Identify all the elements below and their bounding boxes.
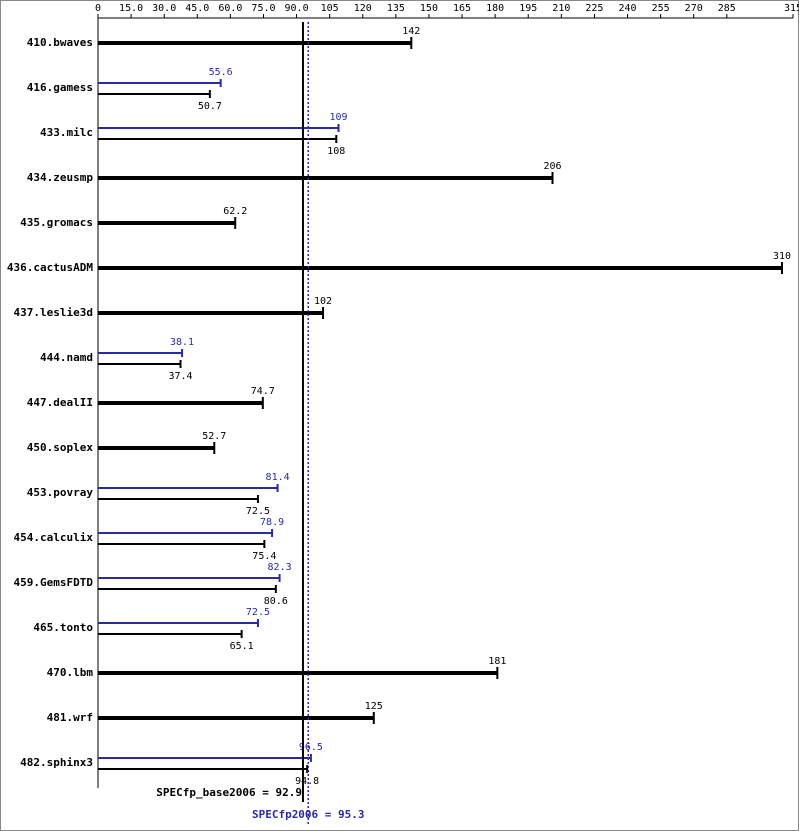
category-label: 434.zeusmp xyxy=(27,171,94,184)
value-label: 125 xyxy=(365,701,383,712)
category-label: 470.lbm xyxy=(47,666,94,679)
category-label: 482.sphinx3 xyxy=(20,756,93,769)
category-label: 410.bwaves xyxy=(27,36,93,49)
x-tick-label: 180 xyxy=(486,3,504,14)
x-tick-label: 135 xyxy=(387,3,405,14)
bar xyxy=(98,768,308,770)
category-label: 437.leslie3d xyxy=(14,306,93,319)
value-label: 82.3 xyxy=(268,562,292,573)
x-tick-label: 105 xyxy=(321,3,339,14)
value-label: 109 xyxy=(329,112,347,123)
bar xyxy=(98,577,280,579)
category-label: 435.gromacs xyxy=(20,216,93,229)
category-label: 453.povray xyxy=(27,486,94,499)
bar xyxy=(98,138,337,140)
category-label: 444.namd xyxy=(40,351,93,364)
bar xyxy=(98,633,242,635)
reference-label: SPECfp_base2006 = 92.9 xyxy=(156,786,302,799)
bar xyxy=(98,176,553,180)
category-label: 465.tonto xyxy=(33,621,93,634)
value-label: 75.4 xyxy=(252,551,276,562)
bar xyxy=(98,363,181,365)
value-label: 65.1 xyxy=(230,641,254,652)
x-tick-label: 15.0 xyxy=(119,3,143,14)
category-label: 436.cactusADM xyxy=(7,261,93,274)
x-tick-label: 255 xyxy=(652,3,670,14)
value-label: 81.4 xyxy=(266,472,290,483)
bar xyxy=(98,671,498,675)
x-tick-label: 150 xyxy=(420,3,438,14)
bar xyxy=(98,532,273,534)
value-label: 80.6 xyxy=(264,596,288,607)
bar xyxy=(98,716,374,720)
category-label: 433.milc xyxy=(40,126,93,139)
x-tick-label: 30.0 xyxy=(152,3,176,14)
value-label: 102 xyxy=(314,296,332,307)
bar xyxy=(98,352,183,354)
x-tick-label: 225 xyxy=(585,3,603,14)
bar xyxy=(98,498,258,500)
value-label: 78.9 xyxy=(260,517,284,528)
bar xyxy=(98,41,412,45)
x-tick-label: 120 xyxy=(354,3,372,14)
x-tick-label: 90.0 xyxy=(285,3,309,14)
value-label: 62.2 xyxy=(223,206,247,217)
x-tick-label: 210 xyxy=(552,3,570,14)
x-tick-label: 75.0 xyxy=(251,3,275,14)
bar xyxy=(98,446,215,450)
x-tick-label: 165 xyxy=(453,3,471,14)
value-label: 206 xyxy=(543,161,561,172)
x-tick-label: 195 xyxy=(519,3,537,14)
value-label: 72.5 xyxy=(246,607,270,618)
bar xyxy=(98,757,311,759)
bar xyxy=(98,487,278,489)
value-label: 72.5 xyxy=(246,506,270,517)
value-label: 94.8 xyxy=(295,776,319,787)
value-label: 310 xyxy=(773,251,791,262)
value-label: 50.7 xyxy=(198,101,222,112)
value-label: 181 xyxy=(488,656,506,667)
x-tick-label: 285 xyxy=(718,3,736,14)
x-tick-label: 315 xyxy=(784,3,799,14)
category-label: 416.gamess xyxy=(27,81,93,94)
bar xyxy=(98,266,782,270)
x-tick-label: 60.0 xyxy=(218,3,242,14)
bar xyxy=(98,622,258,624)
category-label: 450.soplex xyxy=(27,441,94,454)
bar xyxy=(98,311,324,315)
bar xyxy=(98,82,221,84)
x-tick-label: 240 xyxy=(618,3,636,14)
category-label: 447.dealII xyxy=(27,396,93,409)
value-label: 37.4 xyxy=(168,371,192,382)
category-label: 459.GemsFDTD xyxy=(14,576,94,589)
x-tick-label: 0 xyxy=(95,3,101,14)
bar xyxy=(98,127,339,129)
value-label: 38.1 xyxy=(170,337,194,348)
value-label: 74.7 xyxy=(251,386,275,397)
category-label: 454.calculix xyxy=(14,531,94,544)
bar xyxy=(98,93,210,95)
x-tick-label: 270 xyxy=(685,3,703,14)
value-label: 96.5 xyxy=(299,742,323,753)
bar xyxy=(98,588,276,590)
reference-label: SPECfp2006 = 95.3 xyxy=(252,808,365,821)
value-label: 52.7 xyxy=(202,431,226,442)
value-label: 55.6 xyxy=(209,67,233,78)
bar xyxy=(98,543,265,545)
bar xyxy=(98,401,263,405)
x-tick-label: 45.0 xyxy=(185,3,209,14)
value-label: 142 xyxy=(402,26,420,37)
value-label: 108 xyxy=(327,146,345,157)
category-label: 481.wrf xyxy=(47,711,93,724)
bar xyxy=(98,221,236,225)
